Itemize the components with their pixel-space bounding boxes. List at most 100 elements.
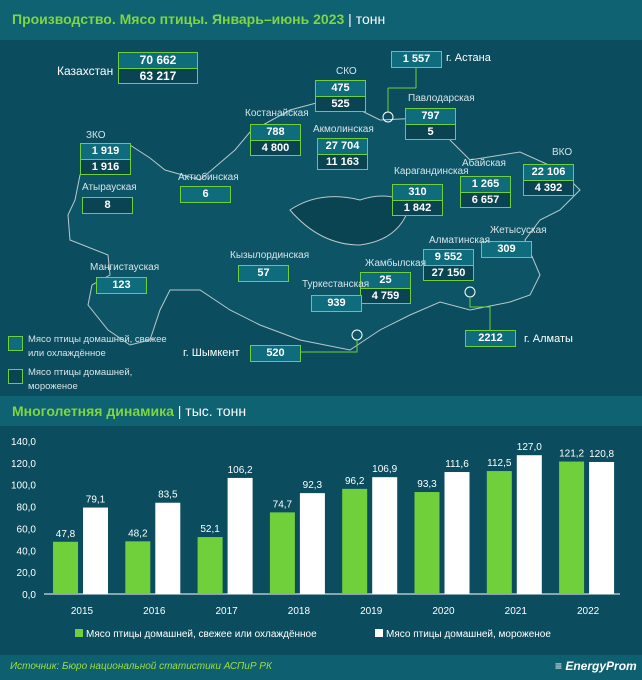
region-label-zko: ЗКО — [86, 130, 106, 141]
legend-frozen-label: Мясо птицы домашней, мороженое — [28, 367, 133, 392]
x-tick-label: 2016 — [143, 606, 166, 617]
x-tick-label: 2020 — [432, 606, 455, 617]
legend-frozen-swatch — [8, 369, 23, 384]
y-tick-label: 100,0 — [11, 481, 36, 492]
region-box-pavlodar: 797 5 — [405, 108, 456, 140]
region-label-kyzylorda: Кызылординская — [230, 250, 310, 261]
legend-swatch — [75, 629, 83, 637]
bar-fresh — [486, 471, 512, 594]
page-title: Производство. Мясо птицы. Январь–июнь 20… — [12, 11, 386, 27]
bar-frozen — [299, 493, 325, 594]
total-label: Казахстан — [57, 64, 114, 78]
data-label: 111,6 — [445, 459, 469, 470]
fresh-value: 6 — [181, 187, 230, 202]
region-box-kostanay: 788 4 800 — [250, 124, 301, 156]
fresh-value: 1 557 — [392, 52, 441, 67]
x-tick-label: 2019 — [360, 606, 383, 617]
frozen-value: 5 — [406, 124, 455, 139]
region-label-sko: СКО — [336, 66, 357, 77]
header-band — [0, 0, 642, 40]
bar-fresh — [559, 461, 585, 594]
region-box-sko: 475 525 — [315, 80, 366, 112]
fresh-value: 939 — [312, 296, 361, 311]
legend-label: Мясо птицы домашней, мороженое — [386, 629, 551, 640]
fresh-value: 788 — [251, 125, 300, 140]
x-tick-label: 2022 — [577, 606, 600, 617]
fresh-value: 309 — [482, 242, 531, 257]
chart-header-band — [0, 396, 642, 426]
region-box-vko: 22 106 4 392 — [523, 164, 574, 196]
data-label: 127,0 — [517, 442, 542, 453]
y-tick-label: 140,0 — [11, 437, 36, 448]
bar-frozen — [155, 502, 181, 594]
data-label: 106,2 — [228, 465, 253, 476]
total-box: 70 662 63 217 — [118, 52, 198, 84]
bar-fresh — [53, 541, 78, 594]
data-label: 96,2 — [345, 476, 365, 487]
data-label: 74,7 — [273, 499, 293, 510]
region-label-mangistau: Мангистауская — [90, 262, 160, 273]
region-label-aktobe: Актюбинская — [178, 172, 239, 183]
frozen-value: 4 800 — [251, 140, 300, 155]
data-label: 83,5 — [158, 490, 178, 501]
region-label-turkestan: Туркестанская — [302, 279, 370, 290]
region-box-abay: 1 265 6 657 — [460, 176, 511, 208]
y-tick-label: 20,0 — [17, 568, 37, 579]
fresh-value: 9 552 — [424, 250, 473, 265]
y-tick-label: 40,0 — [17, 546, 37, 557]
data-label: 112,5 — [487, 458, 512, 469]
x-tick-label: 2018 — [288, 606, 311, 617]
data-label: 106,9 — [372, 464, 397, 475]
y-tick-label: 0,0 — [22, 590, 36, 601]
frozen-value: 8 — [83, 198, 132, 213]
region-label-atyrau: Атырауская — [82, 182, 137, 193]
legend-swatch — [375, 629, 383, 637]
fresh-value: 797 — [406, 109, 455, 124]
region-label-zhetysu: Жетысуская — [490, 225, 547, 236]
bar-fresh — [269, 512, 295, 594]
legend-fresh-label: Мясо птицы домашней, свежее или охлаждён… — [28, 334, 167, 359]
region-label-almaty_obl: Алматинская — [429, 235, 490, 246]
frozen-value: 4 759 — [361, 288, 410, 303]
region-box-atyrau: 8 — [82, 197, 133, 214]
y-tick-label: 120,0 — [11, 459, 36, 470]
bar-chart: 0,0 20,0 40,0 60,0 80,0 100,0 120,0 140,0 47,8 79… — [11, 437, 620, 640]
frozen-value: 1 842 — [393, 200, 442, 215]
fresh-value: 1 919 — [81, 144, 130, 159]
region-box-zhetysu: 309 — [481, 241, 532, 258]
region-box-almaty_obl: 9 552 27 150 — [423, 249, 474, 281]
bar-frozen — [227, 477, 253, 594]
bar-frozen — [83, 507, 108, 594]
region-box-turkestan: 939 — [311, 295, 362, 312]
fresh-value: 2212 — [466, 331, 515, 346]
frozen-value: 11 163 — [318, 154, 367, 169]
data-label: 47,8 — [56, 529, 76, 540]
region-label-shymkent: г. Шымкент — [183, 347, 240, 359]
bar-fresh — [414, 492, 440, 594]
region-label-akmola: Акмолинская — [313, 124, 374, 135]
bar-frozen — [516, 455, 542, 594]
region-box-zko: 1 919 1 916 — [80, 143, 131, 175]
source-note: Источник: Бюро национальной статистики А… — [10, 661, 272, 672]
footer-band — [0, 655, 642, 680]
data-label: 79,1 — [86, 495, 106, 506]
region-box-shymkent: 520 — [250, 345, 301, 362]
data-label: 121,2 — [559, 449, 584, 460]
bar-fresh — [342, 488, 368, 594]
data-label: 92,3 — [303, 480, 323, 491]
region-label-pavlodar: Павлодарская — [408, 93, 475, 104]
region-box-astana: 1 557 — [391, 51, 442, 68]
data-label: 52,1 — [200, 524, 220, 535]
frozen-value: 525 — [316, 96, 365, 111]
region-label-kostanay: Костанайская — [245, 108, 309, 119]
region-label-abay: Абайская — [462, 158, 506, 169]
fresh-value: 25 — [361, 273, 410, 288]
frozen-value: 1 916 — [81, 159, 130, 174]
y-tick-label: 60,0 — [17, 524, 37, 535]
chart-title: Многолетняя динамика | тыс. тонн — [12, 403, 247, 419]
y-tick-label: 80,0 — [17, 503, 37, 514]
region-box-almaty: 2212 — [465, 330, 516, 347]
fresh-value: 57 — [239, 266, 288, 281]
region-label-zhambyl: Жамбылская — [365, 258, 426, 269]
region-label-vko: ВКО — [552, 147, 573, 158]
